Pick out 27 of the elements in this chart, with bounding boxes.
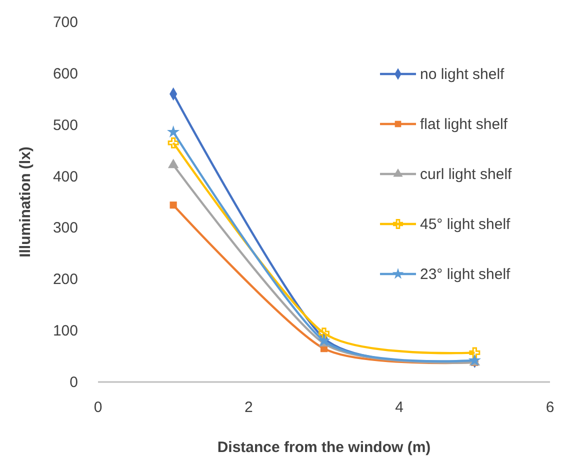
x-tick-label: 4 — [395, 399, 404, 416]
y-tick-label: 300 — [52, 220, 78, 237]
y-tick-label: 0 — [70, 374, 78, 391]
point — [318, 334, 330, 346]
x-tick-label: 2 — [244, 399, 253, 416]
legend-label: 23° light shelf — [420, 266, 512, 283]
y-tick-label: 400 — [52, 168, 78, 186]
y-tick-label: 600 — [52, 65, 78, 82]
point — [469, 347, 480, 358]
y-axis-title: Illumination (lx) — [17, 146, 34, 258]
point — [170, 202, 177, 209]
y-tick-label: 700 — [52, 14, 78, 31]
point — [468, 354, 482, 366]
legend-label: no light shelf — [420, 66, 506, 83]
legend-label: 45° light shelf — [420, 216, 512, 233]
x-tick-label: 6 — [546, 399, 554, 416]
y-tick-label: 500 — [52, 116, 78, 134]
point — [318, 328, 330, 339]
point — [166, 125, 180, 138]
x-axis-title: Distance from the window (m) — [217, 439, 431, 456]
x-tick-label: 0 — [94, 399, 102, 416]
point — [168, 137, 179, 148]
y-tick-label: 200 — [52, 271, 78, 288]
legend-label: flat light shelf — [420, 116, 508, 133]
y-tick-label: 100 — [52, 322, 78, 340]
legend-label: curl light shelf — [420, 166, 513, 183]
point — [168, 158, 179, 168]
